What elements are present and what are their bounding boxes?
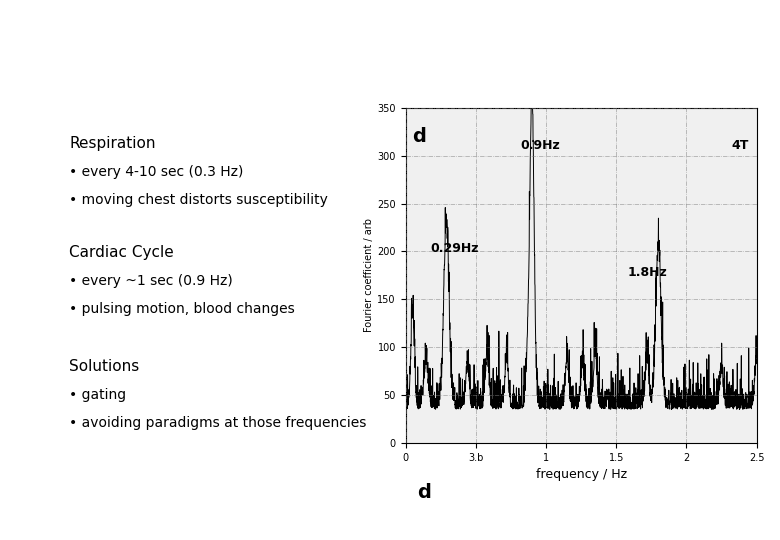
Text: • pulsing motion, blood changes: • pulsing motion, blood changes bbox=[69, 302, 295, 316]
Text: Respiration: Respiration bbox=[69, 136, 155, 151]
Text: d: d bbox=[413, 127, 427, 146]
Text: Solutions: Solutions bbox=[69, 360, 140, 374]
Text: • every 4-10 sec (0.3 Hz): • every 4-10 sec (0.3 Hz) bbox=[69, 165, 243, 179]
Text: • gating: • gating bbox=[69, 388, 126, 402]
X-axis label: frequency / Hz: frequency / Hz bbox=[536, 468, 626, 481]
Y-axis label: Fourier coefficient / arb: Fourier coefficient / arb bbox=[364, 218, 374, 333]
Text: 0.29Hz: 0.29Hz bbox=[431, 242, 480, 255]
Text: Physiological Noise: Physiological Noise bbox=[426, 23, 758, 52]
Text: 4T: 4T bbox=[732, 139, 749, 152]
Text: 1.8Hz: 1.8Hz bbox=[627, 266, 667, 279]
Text: • avoiding paradigms at those frequencies: • avoiding paradigms at those frequencie… bbox=[69, 416, 367, 430]
Text: d: d bbox=[417, 483, 431, 502]
Text: • moving chest distorts susceptibility: • moving chest distorts susceptibility bbox=[69, 193, 328, 207]
Text: Cardiac Cycle: Cardiac Cycle bbox=[69, 245, 174, 260]
Text: • every ~1 sec (0.9 Hz): • every ~1 sec (0.9 Hz) bbox=[69, 274, 233, 288]
Text: 0.9Hz: 0.9Hz bbox=[521, 139, 561, 152]
